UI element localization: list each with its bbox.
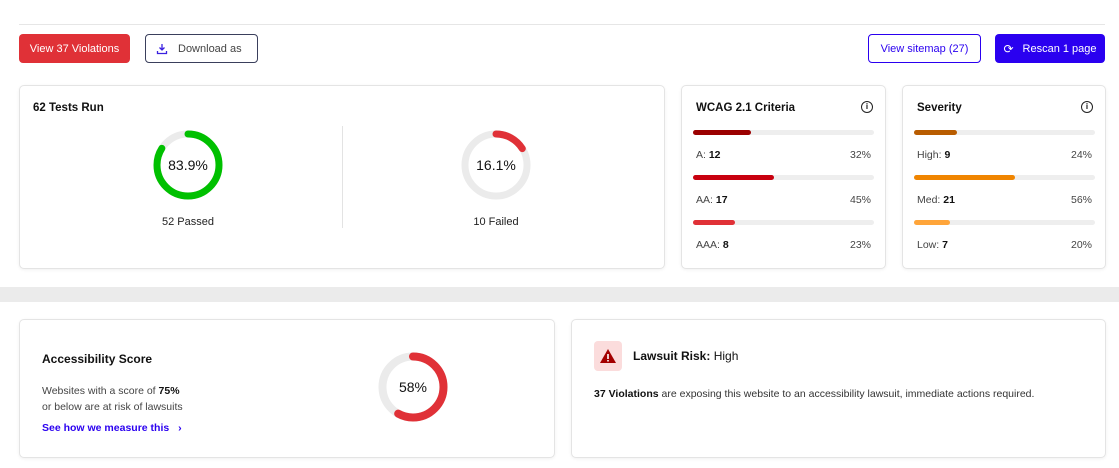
passed-donut: 83.9% <box>153 130 223 200</box>
progress-bar <box>693 130 874 135</box>
progress-bar <box>693 175 874 180</box>
criteria-row: Med: 21 56% <box>917 194 1092 206</box>
divider <box>342 126 343 228</box>
row-label: AAA: 8 <box>696 239 729 251</box>
score-donut: 58% <box>378 352 448 422</box>
row-label: Med: 21 <box>917 194 955 206</box>
ring-value <box>378 352 448 422</box>
wcag-title: WCAG 2.1 Criteria <box>696 102 796 114</box>
failed-percent: 16.1% <box>476 157 516 173</box>
row-percent: 20% <box>1070 239 1092 251</box>
score-description: Websites with a score of 75% or below ar… <box>42 383 183 415</box>
score-title: Accessibility Score <box>42 352 153 366</box>
section-divider <box>0 287 1119 302</box>
row-label: High: 9 <box>917 149 951 161</box>
view-violations-button[interactable]: View 37 Violations <box>19 34 130 63</box>
criteria-row: High: 9 24% <box>917 149 1092 161</box>
severity-card: Severity i High: 9 24% Med: 21 56% Low: 7 20% <box>902 85 1106 269</box>
chevron-right-icon: › <box>178 422 182 434</box>
progress-bar <box>914 130 1095 135</box>
row-label: Low: 7 <box>917 239 948 251</box>
ring-value <box>461 130 531 200</box>
criteria-row: Low: 7 20% <box>917 239 1092 251</box>
progress-bar <box>914 220 1095 225</box>
warning-icon <box>594 341 622 371</box>
info-icon[interactable]: i <box>1081 101 1093 113</box>
info-icon[interactable]: i <box>861 101 873 113</box>
failed-caption: 10 Failed <box>473 216 519 228</box>
violations-count: 37 Violations <box>594 388 659 400</box>
progress-fill <box>693 130 751 135</box>
passed-caption: 52 Passed <box>162 216 214 228</box>
view-sitemap-button[interactable]: View sitemap (27) <box>868 34 981 63</box>
progress-fill <box>914 130 958 135</box>
progress-fill <box>914 220 951 225</box>
progress-bar <box>914 175 1095 180</box>
lawsuit-message: 37 Violations are exposing this website … <box>594 388 1034 400</box>
score-percent: 58% <box>398 379 428 395</box>
score-desc-text-2: or below are at risk of lawsuits <box>42 401 183 413</box>
rescan-button[interactable]: ⟳ Rescan 1 page <box>995 34 1105 63</box>
progress-bar <box>693 220 874 225</box>
severity-title: Severity <box>917 102 962 114</box>
criteria-row: AAA: 8 23% <box>696 239 871 251</box>
score-threshold: 75% <box>158 385 180 397</box>
download-icon <box>156 43 168 54</box>
download-label: Download as <box>178 42 242 55</box>
tests-run-title: 62 Tests Run <box>33 102 104 114</box>
lawsuit-risk-card: Lawsuit Risk: High 37 Violations are exp… <box>571 319 1106 458</box>
refresh-icon: ⟳ <box>1003 41 1014 56</box>
ring-value <box>153 130 223 200</box>
row-label: AA: 17 <box>696 194 728 206</box>
row-percent: 23% <box>849 239 871 251</box>
progress-fill <box>914 175 1016 180</box>
rescan-label: Rescan 1 page <box>1022 42 1097 55</box>
row-percent: 32% <box>849 149 871 161</box>
lawsuit-risk-label: Lawsuit Risk: <box>633 349 711 363</box>
row-percent: 24% <box>1070 149 1092 161</box>
accessibility-score-card: Accessibility Score Websites with a scor… <box>19 319 555 458</box>
row-label: A: 12 <box>696 149 721 161</box>
passed-percent: 83.9% <box>168 157 208 173</box>
row-percent: 56% <box>1070 194 1092 206</box>
lawsuit-risk-level: High <box>713 349 739 363</box>
lawsuit-message-text: are exposing this website to an accessib… <box>658 388 1035 400</box>
measure-link[interactable]: See how we measure this › <box>42 422 182 434</box>
progress-fill <box>693 175 775 180</box>
lawsuit-risk-heading: Lawsuit Risk: High <box>633 349 738 363</box>
measure-link-label: See how we measure this <box>42 422 170 434</box>
score-desc-text: Websites with a score of <box>42 385 159 397</box>
criteria-row: AA: 17 45% <box>696 194 871 206</box>
download-as-button[interactable]: Download as <box>145 34 258 63</box>
criteria-row: A: 12 32% <box>696 149 871 161</box>
row-percent: 45% <box>849 194 871 206</box>
wcag-criteria-card: WCAG 2.1 Criteria i A: 12 32% AA: 17 45% AAA… <box>681 85 886 269</box>
progress-fill <box>693 220 735 225</box>
failed-donut: 16.1% <box>461 130 531 200</box>
tests-run-card: 62 Tests Run 83.9% 52 Passed 16.1% 10 Fa… <box>19 85 665 269</box>
divider <box>19 24 1105 25</box>
